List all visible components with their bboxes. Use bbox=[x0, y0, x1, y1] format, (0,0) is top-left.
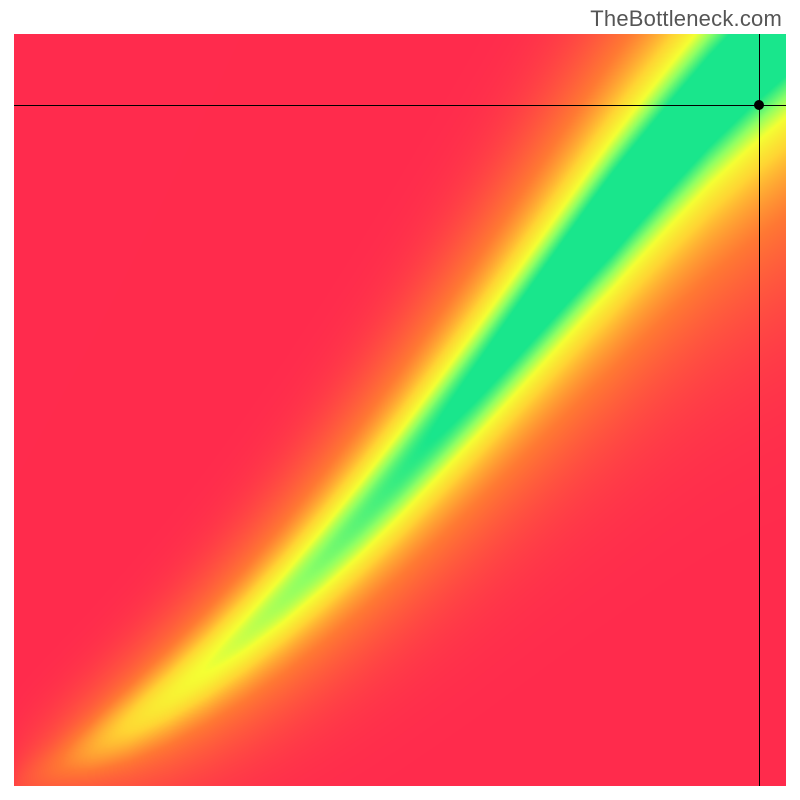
watermark-text: TheBottleneck.com bbox=[590, 6, 782, 32]
plot-area bbox=[14, 34, 786, 786]
heatmap-canvas bbox=[14, 34, 786, 786]
chart-container: TheBottleneck.com bbox=[0, 0, 800, 800]
crosshair-horizontal bbox=[14, 105, 786, 106]
crosshair-marker bbox=[754, 100, 764, 110]
crosshair-vertical bbox=[759, 34, 760, 786]
